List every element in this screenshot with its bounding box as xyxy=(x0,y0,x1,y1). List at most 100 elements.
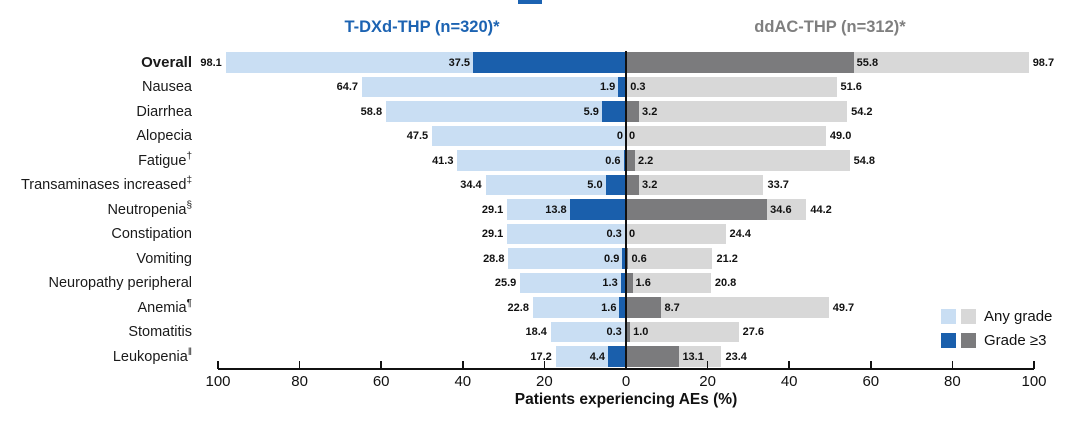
bar-tdxd-any xyxy=(532,297,626,318)
category-label: Transaminases increased‡ xyxy=(20,175,192,193)
value-ddac-any: 23.4 xyxy=(725,350,747,363)
legend: Any grade Grade ≥3 xyxy=(941,308,1052,356)
value-ddac-grade3: 3.2 xyxy=(642,105,658,118)
bar-ddac-any xyxy=(626,76,837,97)
bar-tdxd-any xyxy=(432,125,626,146)
value-ddac-grade3: 34.6 xyxy=(770,203,792,216)
x-axis-tick-label: 100 xyxy=(205,373,231,390)
x-axis-tick-label: 80 xyxy=(291,373,308,390)
value-tdxd-any: 17.2 xyxy=(530,350,552,363)
value-tdxd-any: 29.1 xyxy=(481,203,504,216)
value-tdxd-any: 29.1 xyxy=(481,228,504,240)
x-axis-tick xyxy=(788,361,790,369)
bar-tdxd-grade3 xyxy=(605,174,626,195)
value-tdxd-any: 22.8 xyxy=(507,301,529,314)
value-tdxd-any: 34.4 xyxy=(460,179,482,191)
bar-ddac-any xyxy=(626,321,739,342)
cropped-title-artifact xyxy=(518,0,542,4)
category-label: Alopecia xyxy=(136,128,192,144)
legend-row-grade3: Grade ≥3 xyxy=(941,332,1052,349)
value-ddac-any: 24.4 xyxy=(729,228,751,240)
bar-ddac-grade3 xyxy=(626,174,640,195)
category-label: Neutropenia§ xyxy=(107,199,192,218)
value-tdxd-grade3: 0.3 xyxy=(606,326,622,338)
x-axis-tick-label: 100 xyxy=(1021,373,1047,390)
value-tdxd-any: 18.4 xyxy=(525,326,547,338)
value-tdxd-grade3: 4.4 xyxy=(589,350,606,363)
bar-tdxd-grade3 xyxy=(622,248,626,269)
value-ddac-grade3: 1.0 xyxy=(633,326,649,338)
bar-tdxd-grade3 xyxy=(473,52,626,73)
value-tdxd-grade3: 1.6 xyxy=(601,301,617,314)
x-axis-tick-label: 80 xyxy=(944,373,961,390)
bar-ddac-grade3 xyxy=(626,101,640,122)
value-ddac-any: 98.7 xyxy=(1032,56,1055,69)
value-ddac-any: 49.0 xyxy=(829,130,852,142)
bar-tdxd-any xyxy=(386,101,626,122)
right-arm-header: ddAC-THP (n=312)* xyxy=(754,18,906,36)
x-axis-tick xyxy=(870,361,872,369)
bar-ddac-grade3 xyxy=(626,150,635,171)
x-axis-line xyxy=(218,368,1034,370)
bar-ddac-any xyxy=(626,125,826,146)
value-ddac-grade3: 13.1 xyxy=(682,350,704,363)
bar-ddac-grade3 xyxy=(626,321,631,342)
bar-ddac-grade3 xyxy=(626,199,768,220)
bar-ddac-grade3 xyxy=(626,272,633,293)
value-tdxd-grade3: 0.3 xyxy=(606,228,622,240)
bar-ddac-grade3 xyxy=(626,297,662,318)
any-grade-gray-swatch xyxy=(961,309,976,324)
legend-label-any-grade: Any grade xyxy=(984,308,1053,325)
bar-tdxd-any xyxy=(508,248,626,269)
category-label: Constipation xyxy=(111,226,192,242)
x-axis-tick xyxy=(462,361,464,369)
value-tdxd-grade3: 1.3 xyxy=(602,277,618,289)
bar-ddac-grade3 xyxy=(626,346,680,367)
x-axis-tick-label: 40 xyxy=(780,373,798,390)
bar-tdxd-any xyxy=(507,223,626,244)
bar-ddac-any xyxy=(626,272,711,293)
value-ddac-any: 49.7 xyxy=(832,301,855,314)
value-tdxd-grade3: 5.9 xyxy=(583,105,599,118)
x-axis-tick-label: 20 xyxy=(699,373,716,390)
bar-ddac-any xyxy=(626,248,713,269)
value-ddac-any: 27.6 xyxy=(742,326,765,338)
category-label: Stomatitis xyxy=(128,324,192,340)
value-ddac-any: 54.8 xyxy=(853,154,875,167)
bar-ddac-any xyxy=(626,150,850,171)
category-label: Nausea xyxy=(142,79,192,95)
x-axis-tick xyxy=(543,361,546,369)
x-axis-tick-label: 20 xyxy=(536,373,553,390)
category-labels: Overall Nausea Diarrhea Alopecia Fatigue† Tra… xyxy=(0,0,218,421)
category-label: Neuropathy peripheral xyxy=(48,275,192,291)
value-tdxd-grade3: 13.8 xyxy=(545,203,567,216)
value-ddac-any: 54.2 xyxy=(851,105,873,118)
x-axis-tick xyxy=(625,361,627,369)
value-tdxd-grade3: 0.6 xyxy=(605,154,621,167)
category-label: Overall xyxy=(141,53,192,71)
x-axis-tick xyxy=(298,361,301,369)
value-tdxd-any: 47.5 xyxy=(406,130,429,142)
value-ddac-any: 44.2 xyxy=(810,203,832,216)
category-label: Leukopenia‖ xyxy=(112,346,192,365)
bar-tdxd-grade3 xyxy=(618,76,626,97)
bar-tdxd-grade3 xyxy=(569,199,626,220)
category-label: Diarrhea xyxy=(136,103,192,120)
bar-tdxd-any xyxy=(457,150,626,171)
legend-label-grade3: Grade ≥3 xyxy=(984,332,1047,349)
x-axis-tick-label: 60 xyxy=(862,373,880,390)
value-tdxd-grade3: 0.9 xyxy=(604,252,620,265)
plot-area: 98.1 37.5 55.8 98.7 64.7 1.9 0.3 51.6 58.8 5.9 3.2… xyxy=(200,0,1080,421)
bar-tdxd-any xyxy=(362,76,626,97)
value-ddac-any: 51.6 xyxy=(840,81,862,93)
bar-tdxd-any xyxy=(550,321,626,342)
value-tdxd-any: 25.9 xyxy=(494,277,517,289)
bar-ddac-any xyxy=(626,297,829,318)
value-tdxd-grade3: 0 xyxy=(616,130,623,142)
x-axis-title: Patients experiencing AEs (%) xyxy=(514,391,738,408)
bar-tdxd-any xyxy=(520,272,626,293)
bar-tdxd-grade3 xyxy=(601,101,626,122)
bar-tdxd-grade3 xyxy=(620,272,626,293)
x-axis-tick-label: 60 xyxy=(372,373,390,390)
